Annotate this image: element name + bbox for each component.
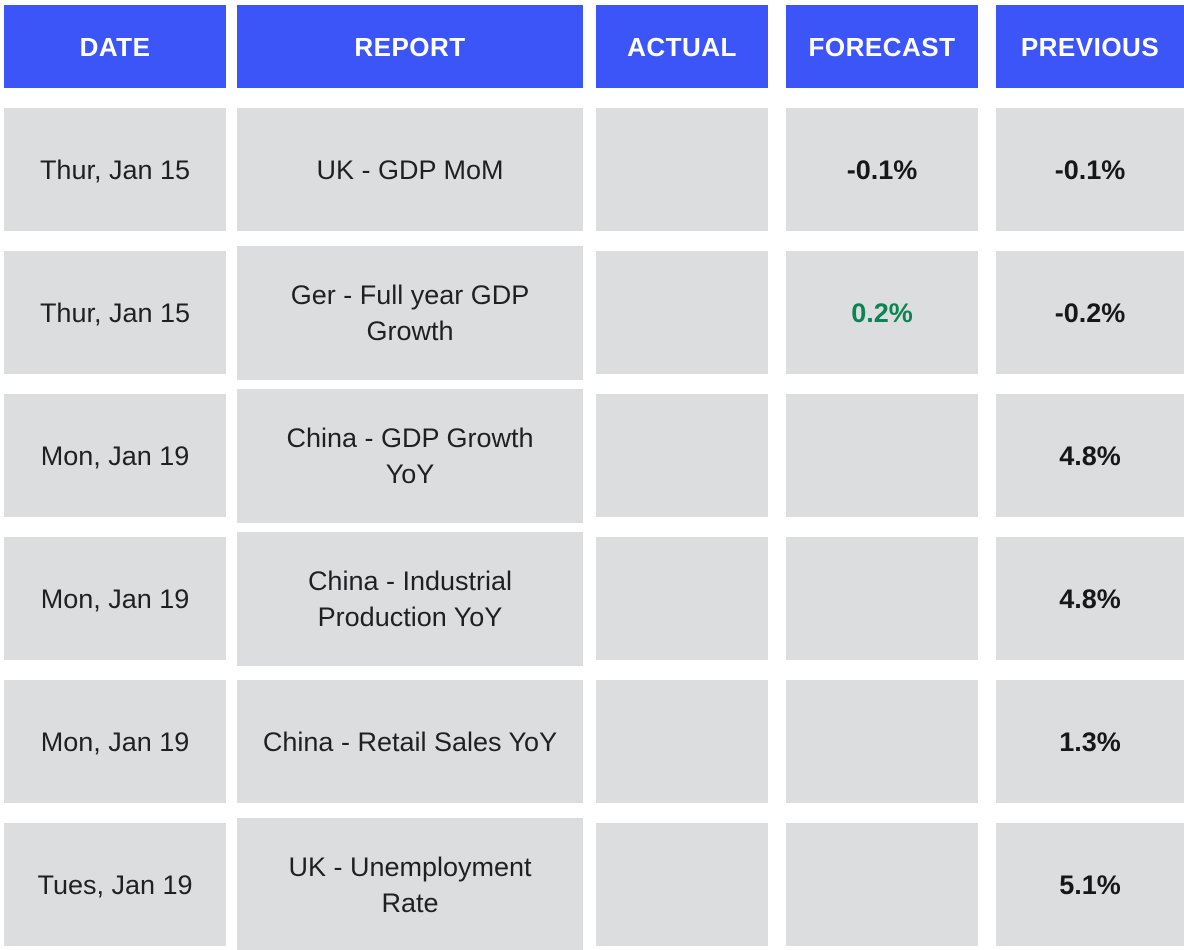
report-cell: UK - GDP MoM bbox=[237, 108, 583, 231]
previous-cell: -0.1% bbox=[996, 108, 1184, 231]
report-cell: Ger - Full year GDP Growth bbox=[237, 245, 583, 380]
forecast-cell: 0.2% bbox=[786, 251, 978, 374]
economic-calendar-table: DATE REPORT ACTUAL FORECAST PREVIOUS Thu… bbox=[4, 5, 1184, 950]
report-cell: China - Retail Sales YoY bbox=[237, 680, 583, 803]
forecast-cell: -0.1% bbox=[786, 108, 978, 231]
date-cell: Tues, Jan 19 bbox=[4, 823, 226, 946]
forecast-cell bbox=[786, 394, 978, 517]
column-header-previous: PREVIOUS bbox=[996, 5, 1184, 88]
report-cell: UK - Unemployment Rate bbox=[237, 817, 583, 950]
date-cell: Thur, Jan 15 bbox=[4, 251, 226, 374]
column-header-report: REPORT bbox=[237, 5, 583, 88]
forecast-cell bbox=[786, 680, 978, 803]
date-cell: Mon, Jan 19 bbox=[4, 394, 226, 517]
forecast-cell bbox=[786, 537, 978, 660]
previous-cell: 4.8% bbox=[996, 537, 1184, 660]
actual-cell bbox=[596, 108, 768, 231]
actual-cell bbox=[596, 823, 768, 946]
previous-cell: 1.3% bbox=[996, 680, 1184, 803]
actual-cell bbox=[596, 251, 768, 374]
actual-cell bbox=[596, 537, 768, 660]
report-cell: China - GDP Growth YoY bbox=[237, 388, 583, 523]
column-header-date: DATE bbox=[4, 5, 226, 88]
column-header-actual: ACTUAL bbox=[596, 5, 768, 88]
previous-cell: -0.2% bbox=[996, 251, 1184, 374]
actual-cell bbox=[596, 680, 768, 803]
date-cell: Thur, Jan 15 bbox=[4, 108, 226, 231]
previous-cell: 5.1% bbox=[996, 823, 1184, 946]
column-header-forecast: FORECAST bbox=[786, 5, 978, 88]
report-cell: China - Industrial Production YoY bbox=[237, 531, 583, 666]
previous-cell: 4.8% bbox=[996, 394, 1184, 517]
date-cell: Mon, Jan 19 bbox=[4, 537, 226, 660]
date-cell: Mon, Jan 19 bbox=[4, 680, 226, 803]
forecast-cell bbox=[786, 823, 978, 946]
actual-cell bbox=[596, 394, 768, 517]
